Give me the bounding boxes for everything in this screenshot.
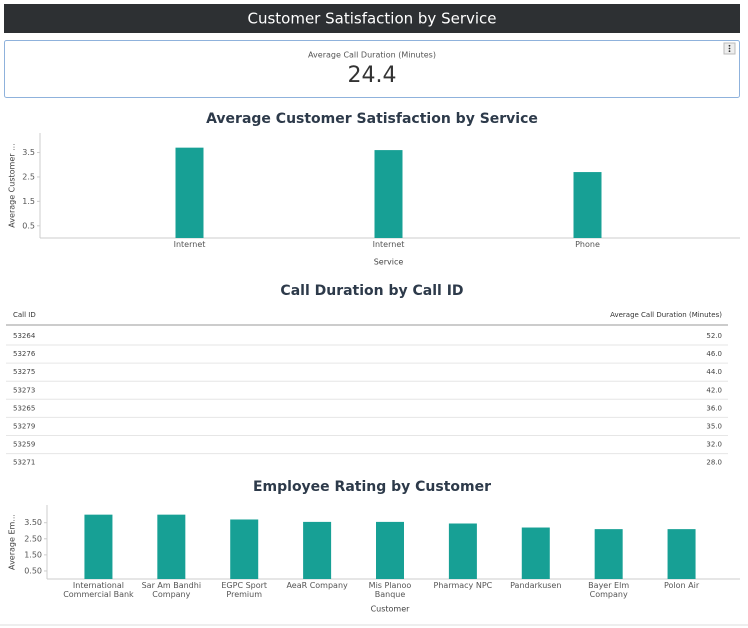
x-axis-title: Customer	[371, 605, 411, 614]
y-tick-label: 2.5	[22, 172, 35, 181]
kpi-value: 24.4	[348, 63, 397, 88]
bar	[303, 522, 331, 579]
x-tick-label: Bayer Elm Company	[573, 581, 645, 599]
kpi-label: Average Call Duration (Minutes)	[308, 51, 436, 60]
bar	[522, 528, 550, 579]
x-tick-label: International Commercial Bank	[62, 581, 134, 599]
column-header: Average Call Duration (Minutes)	[610, 311, 722, 319]
x-tick-label: Polon Air	[646, 581, 718, 590]
table-cell: 35.0	[706, 423, 722, 431]
table-cell: 28.0	[706, 459, 722, 467]
y-axis-title: Average Em...	[8, 514, 17, 570]
table-cell: 53273	[13, 386, 35, 394]
table-cell: 53271	[13, 459, 35, 467]
y-tick-label: 1.50	[24, 550, 42, 559]
table-cell: 42.0	[706, 386, 722, 394]
table-title: Call Duration by Call ID	[280, 283, 463, 299]
bar	[157, 515, 185, 579]
x-tick-label: Phone	[543, 240, 633, 249]
y-tick-label: 0.50	[24, 566, 42, 575]
bar	[176, 148, 204, 238]
y-tick-label: 3.50	[24, 518, 42, 527]
bar	[375, 150, 403, 238]
y-axis-title: Average Customer ...	[8, 143, 17, 227]
table-cell: 53259	[13, 441, 35, 449]
header-title: Customer Satisfaction by Service	[247, 10, 496, 28]
x-tick-label: EGPC Sport Premium	[208, 581, 280, 599]
table-cell: 53264	[13, 332, 36, 340]
bar	[230, 519, 258, 579]
x-tick-label: Pharmacy NPC	[427, 581, 499, 590]
bar	[376, 522, 404, 579]
table-cell: 36.0	[706, 404, 722, 412]
bar	[595, 529, 623, 579]
table-cell: 53275	[13, 368, 35, 376]
y-tick-label: 0.5	[22, 221, 35, 230]
table-cell: 53279	[13, 423, 35, 431]
column-header: Call ID	[13, 311, 36, 319]
x-tick-label: Sar Am Bandhi Company	[135, 581, 207, 599]
x-axis-title: Service	[374, 258, 404, 267]
x-tick-label: AeaR Company	[281, 581, 353, 590]
table-cell: 53265	[13, 404, 35, 412]
x-tick-label: Internet	[344, 240, 434, 249]
y-tick-label: 1.5	[22, 197, 35, 206]
table-cell: 44.0	[706, 368, 722, 376]
table-cell: 53276	[13, 350, 36, 358]
x-tick-label: Mis Planoo Banque	[354, 581, 426, 599]
y-tick-label: 2.50	[24, 534, 42, 543]
bar	[574, 172, 602, 238]
y-tick-label: 3.5	[22, 148, 35, 157]
chart-title: Average Customer Satisfaction by Service	[206, 111, 538, 127]
kpi-menu[interactable]	[724, 43, 735, 54]
x-tick-label: Pandarkusen	[500, 581, 572, 590]
bar	[449, 524, 477, 580]
bar	[84, 515, 112, 579]
table-cell: 46.0	[706, 350, 722, 358]
x-tick-label: Internet	[145, 240, 235, 249]
table-cell: 32.0	[706, 441, 722, 449]
table-cell: 52.0	[706, 332, 722, 340]
chart-title: Employee Rating by Customer	[253, 479, 491, 495]
bar	[668, 529, 696, 579]
